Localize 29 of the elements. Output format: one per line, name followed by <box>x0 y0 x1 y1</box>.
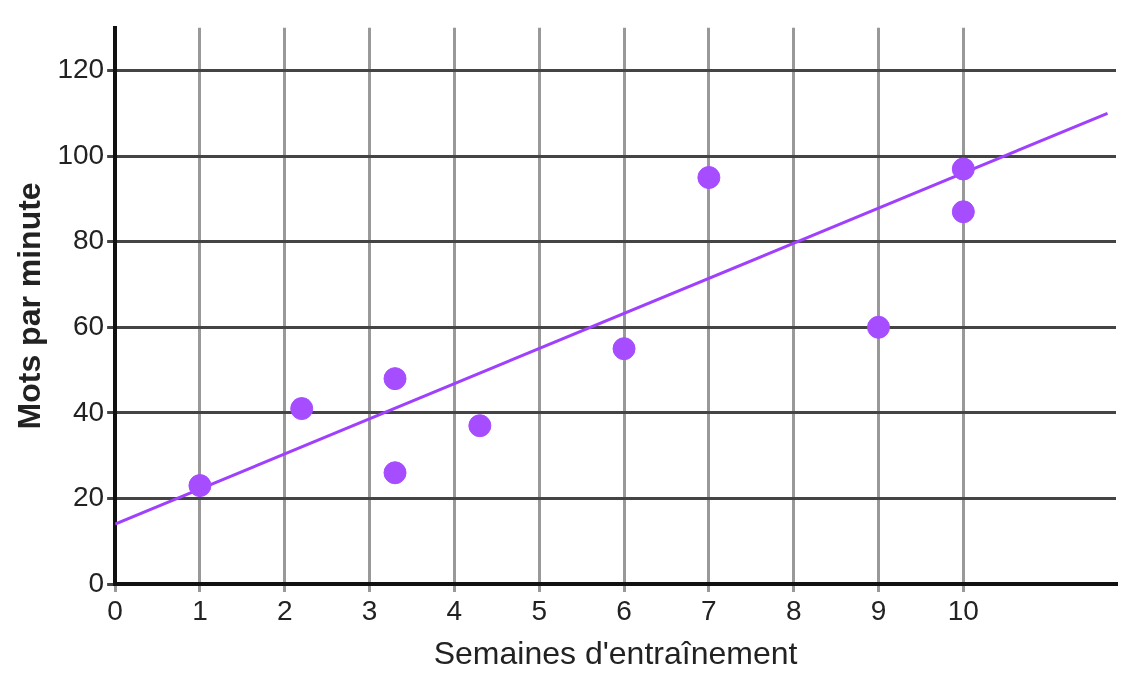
point <box>612 337 636 361</box>
x-tick-label: 9 <box>870 594 887 626</box>
point <box>188 474 212 498</box>
y-tick-label: 100 <box>57 138 105 170</box>
point <box>383 461 407 485</box>
y-tick-label: 40 <box>72 395 105 427</box>
point <box>468 414 492 438</box>
point <box>951 157 975 181</box>
y-tick-label: 0 <box>88 566 105 598</box>
x-tick-label: 6 <box>616 594 632 626</box>
point <box>383 367 407 391</box>
x-tick-label: 10 <box>947 594 979 626</box>
x-tick-label: 7 <box>701 594 717 626</box>
y-tick-label: 20 <box>72 481 105 513</box>
x-tick-label: 5 <box>531 594 548 626</box>
point <box>697 166 721 190</box>
y-tick-label: 60 <box>72 310 105 342</box>
x-axis-title: Semaines d'entraînement <box>433 634 798 671</box>
point <box>867 315 890 339</box>
x-tick-label: 4 <box>446 594 463 626</box>
y-tick-label: 120 <box>57 53 105 85</box>
x-tick-label: 3 <box>361 594 378 626</box>
y-axis-title: Mots par minute <box>11 182 48 430</box>
point <box>290 397 314 421</box>
point <box>951 200 975 224</box>
y-tick-label: 80 <box>72 224 105 256</box>
x-tick-label: 2 <box>276 594 293 626</box>
x-tick-label: 1 <box>192 594 208 626</box>
x-tick-label: 8 <box>785 594 802 626</box>
